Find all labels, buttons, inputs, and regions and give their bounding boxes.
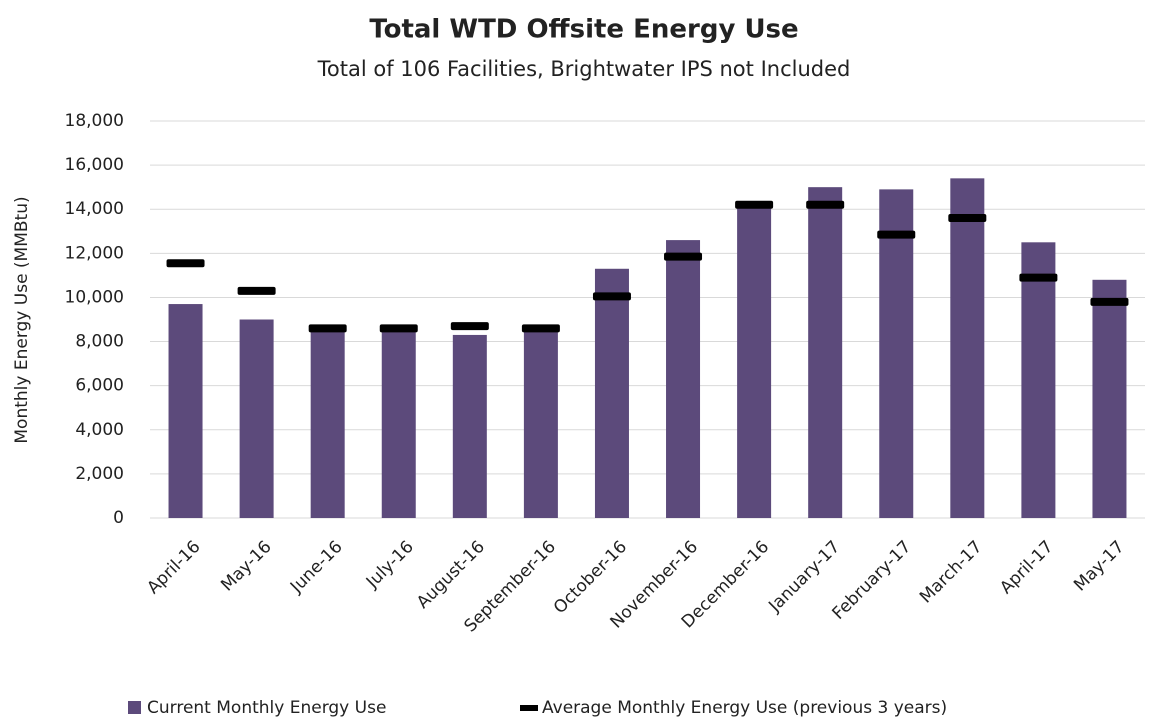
- average-marker: [521, 324, 560, 333]
- average-marker: [664, 252, 703, 261]
- bar: [879, 189, 914, 518]
- legend-swatch: [128, 701, 141, 714]
- x-tick-label: June-16: [286, 537, 347, 598]
- average-marker: [592, 292, 631, 301]
- y-tick-label: 2,000: [75, 464, 124, 484]
- bar: [452, 334, 487, 518]
- y-tick-label: 16,000: [65, 155, 124, 175]
- average-marker: [735, 200, 774, 209]
- chart-title: Total WTD Offsite Energy Use: [369, 15, 798, 45]
- y-axis-label: Monthly Energy Use (MMBtu): [12, 196, 32, 443]
- legend-label: Current Monthly Energy Use: [147, 698, 386, 718]
- bar: [381, 330, 416, 518]
- x-tick-label: May-16: [217, 537, 275, 595]
- bar: [168, 304, 203, 518]
- bar: [737, 204, 772, 519]
- legend-swatch: [520, 705, 538, 711]
- bar: [1021, 242, 1056, 519]
- chart-subtitle: Total of 106 Facilities, Brightwater IPS…: [317, 57, 851, 81]
- y-tick-label: 14,000: [65, 199, 124, 219]
- bar: [1092, 279, 1127, 518]
- x-tick-label: April-16: [143, 537, 204, 598]
- average-marker: [948, 214, 987, 223]
- bar: [666, 240, 701, 518]
- bar: [594, 268, 629, 518]
- average-marker: [877, 230, 916, 239]
- average-marker: [1090, 297, 1129, 306]
- y-tick-label: 12,000: [65, 243, 124, 263]
- x-tick-label: March-17: [916, 537, 986, 607]
- bar: [239, 319, 274, 518]
- x-tick-label: July-16: [362, 537, 418, 593]
- average-marker: [237, 286, 276, 295]
- average-marker: [450, 322, 489, 331]
- x-tick-label: August-16: [413, 537, 489, 613]
- average-marker: [806, 200, 845, 209]
- y-tick-label: 4,000: [75, 420, 124, 440]
- bar: [808, 187, 843, 518]
- x-tick-label: May-17: [1070, 537, 1128, 595]
- y-tick-label: 8,000: [75, 332, 124, 352]
- bar: [523, 330, 558, 518]
- average-marker: [1019, 273, 1058, 282]
- average-marker: [379, 324, 418, 333]
- bar: [950, 178, 985, 518]
- y-tick-label: 0: [113, 508, 124, 528]
- bar: [310, 330, 345, 518]
- average-marker: [166, 259, 205, 268]
- y-tick-label: 18,000: [65, 111, 124, 131]
- legend-label: Average Monthly Energy Use (previous 3 y…: [542, 698, 947, 718]
- y-tick-label: 6,000: [75, 376, 124, 396]
- x-tick-label: April-17: [996, 537, 1057, 598]
- y-tick-label: 10,000: [65, 287, 124, 307]
- average-marker: [308, 324, 347, 333]
